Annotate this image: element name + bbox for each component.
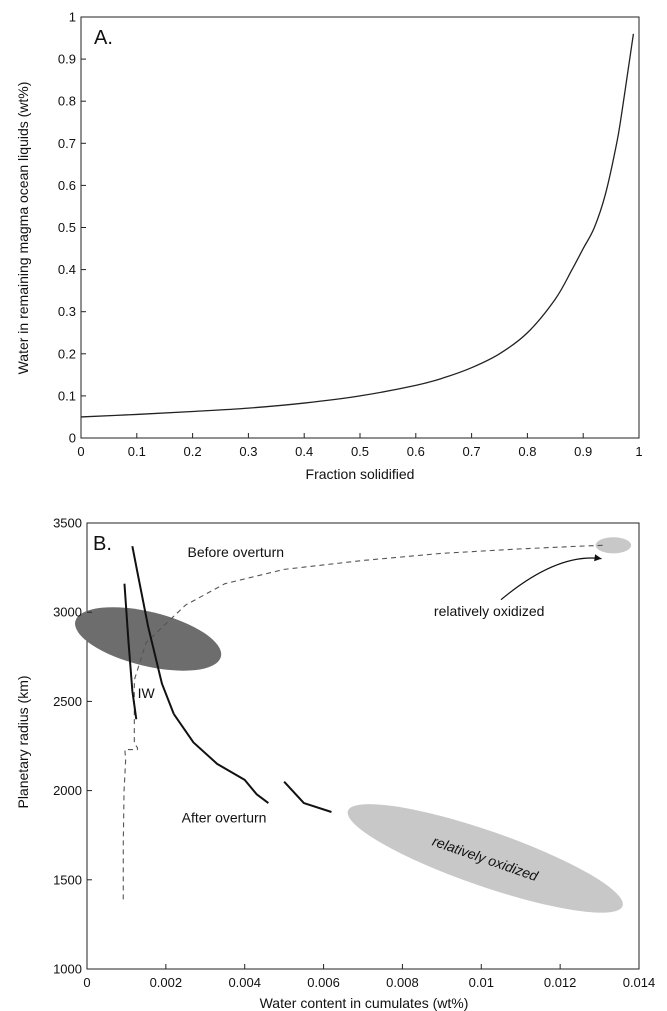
- panel-b-chart: 1000 1500 2000 2500 3000 3500 0 0.002 0.004 0.00…: [15, 516, 655, 1011]
- panel-b-y-axis-label: Planetary radius (km): [15, 675, 31, 808]
- panel-b-x-tick-label: 0.006: [307, 975, 340, 990]
- panel-a-x-tick-label: 0.9: [574, 444, 592, 459]
- panel-b-y-tick-label: 2000: [53, 783, 82, 798]
- panel-a-plot-area: [80, 16, 640, 439]
- panel-a-y-axis-label: Water in remaining magma ocean liquids (…: [15, 82, 31, 375]
- panel-b-y-tick-label: 2500: [53, 694, 82, 709]
- panel-b-region-ellipse: [595, 537, 632, 554]
- panel-a-y-tick-label: 0.7: [58, 136, 76, 151]
- panel-b-x-ticks: 0 0.002 0.004 0.006 0.008 0.01 0.012 0.014: [83, 964, 655, 990]
- panel-b-label: B.: [93, 533, 112, 555]
- panel-b-x-tick-label: 0.002: [150, 975, 183, 990]
- panel-b-after-overturn-line: [123, 583, 138, 720]
- panel-b-region-ellipse: [75, 607, 222, 671]
- panel-b-x-axis-label: Water content in cumulates (wt%): [260, 995, 469, 1011]
- panel-a-chart: 0 0.1 0.2 0.3 0.4 0.5 0.6 0.7 0.8 0.9 1 0 0.1 0.2 0.3…: [15, 10, 643, 483]
- panel-b-annotation-arrow: [500, 557, 602, 601]
- panel-a-x-tick-label: 0.1: [128, 444, 146, 459]
- panel-a-y-tick-label: 0.5: [58, 220, 76, 235]
- panel-b-annotation: Before overturn: [188, 544, 284, 560]
- panel-a-y-tick-label: 1: [69, 10, 76, 25]
- panel-a-series-line: [80, 33, 635, 418]
- panel-b-x-tick-label: 0.01: [469, 975, 494, 990]
- panel-b-x-tick-label: 0: [83, 975, 90, 990]
- panel-a-x-tick-label: 0.4: [295, 444, 313, 459]
- panel-b-y-tick-label: 1500: [53, 872, 82, 887]
- panel-b-annotation: After overturn: [182, 810, 267, 826]
- panel-a-x-tick-label: 0.2: [184, 444, 202, 459]
- panel-a-y-tick-label: 0.2: [58, 346, 76, 361]
- panel-a-x-tick-label: 0: [77, 444, 84, 459]
- panel-b-y-tick-label: 3500: [53, 516, 82, 531]
- panel-a-series: [80, 33, 635, 418]
- panel-a-y-tick-label: 0.1: [58, 388, 76, 403]
- panel-b-after-overturn-line: [131, 545, 175, 715]
- panel-a-label: A.: [94, 27, 113, 49]
- panel-b-y-tick-label: 1000: [53, 962, 82, 977]
- panel-b-y-tick-label: 3000: [53, 605, 82, 620]
- panel-b-x-tick-label: 0.008: [386, 975, 419, 990]
- panel-b-regions: [75, 537, 632, 913]
- panel-a-x-axis-label: Fraction solidified: [306, 466, 415, 482]
- panel-a-x-tick-label: 0.6: [407, 444, 425, 459]
- panel-b-y-ticks: 1000 1500 2000 2500 3000 3500: [53, 516, 92, 977]
- panel-b-x-tick-label: 0.012: [544, 975, 577, 990]
- panel-a-y-tick-label: 0: [69, 431, 76, 446]
- panel-a-y-tick-label: 0.6: [58, 178, 76, 193]
- panel-b-series: [122, 544, 604, 900]
- panel-a-x-ticks: 0 0.1 0.2 0.3 0.4 0.5 0.6 0.7 0.8 0.9 1: [77, 433, 643, 459]
- panel-a-y-ticks: 0 0.1 0.2 0.3 0.4 0.5 0.6 0.7 0.8 0.9 1: [58, 10, 86, 446]
- panel-b-after-overturn-line: [283, 781, 332, 813]
- panel-b-region-label-iw: IW: [138, 685, 156, 701]
- panel-b-before-overturn-line: [122, 544, 604, 900]
- panel-b-x-tick-label: 0.004: [228, 975, 261, 990]
- panel-a-x-tick-label: 0.8: [518, 444, 536, 459]
- panel-b-region-ellipse: [347, 804, 623, 913]
- panel-b-after-overturn-line: [172, 713, 269, 804]
- panel-b-annotation-arrowhead: [594, 554, 602, 562]
- panel-a-y-tick-label: 0.3: [58, 304, 76, 319]
- panel-a-x-tick-label: 0.7: [463, 444, 481, 459]
- panel-a-y-tick-label: 0.4: [58, 262, 76, 277]
- panel-a-x-tick-label: 0.5: [351, 444, 369, 459]
- panel-a-y-tick-label: 0.9: [58, 52, 76, 67]
- panel-a-y-tick-label: 0.8: [58, 94, 76, 109]
- panel-b-x-tick-label: 0.014: [623, 975, 656, 990]
- panel-a-x-tick-label: 1: [635, 444, 642, 459]
- panel-a-x-tick-label: 0.3: [239, 444, 257, 459]
- panel-b-annotation: relatively oxidized: [434, 603, 545, 619]
